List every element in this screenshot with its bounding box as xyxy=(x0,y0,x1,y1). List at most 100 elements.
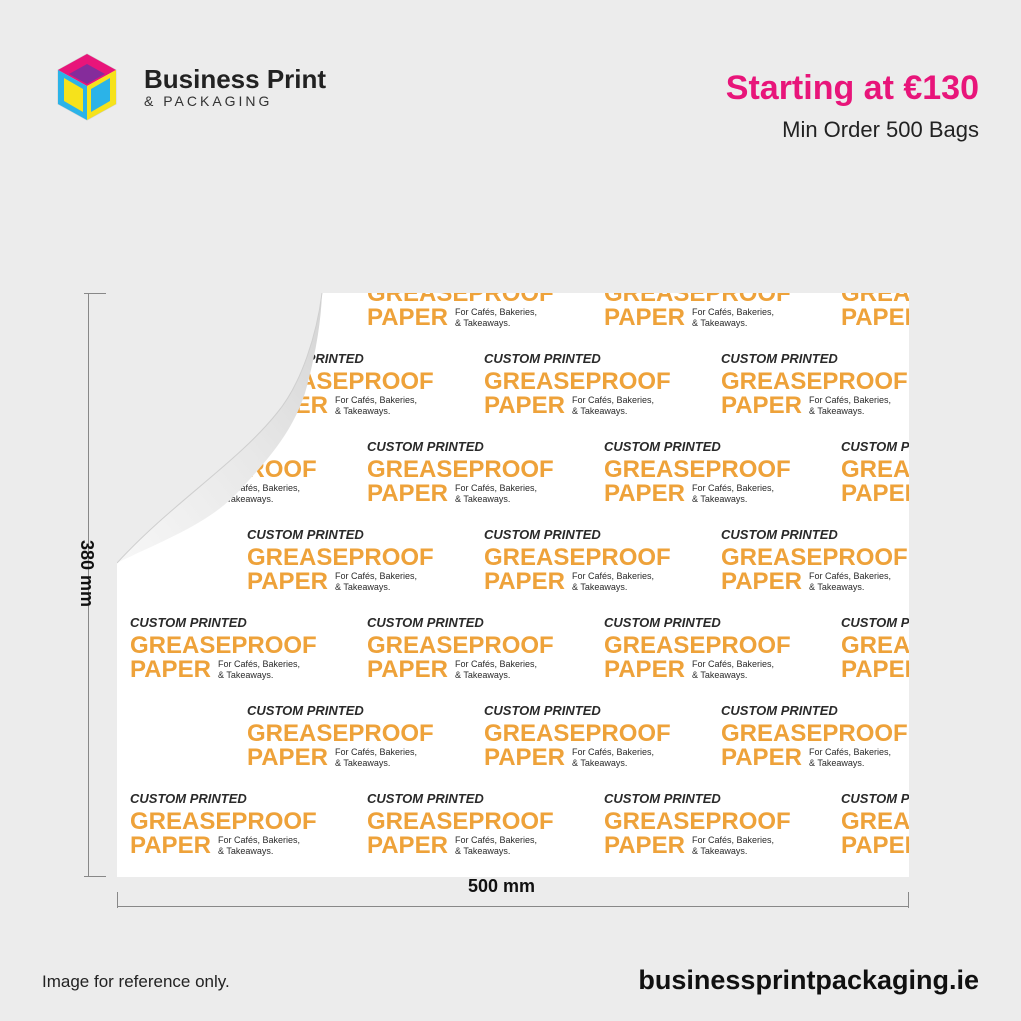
pattern-tagline-1: For Cafés, Bakeries, xyxy=(218,307,300,317)
pattern-greaseproof: GREASEPROOF xyxy=(484,720,671,747)
pattern-tagline-1: For Cafés, Bakeries, xyxy=(692,307,774,317)
pattern-custom-printed: CUSTOM PRINTED xyxy=(841,615,909,630)
pattern-paper: PAPER xyxy=(130,304,211,331)
pattern-paper: PAPER xyxy=(484,392,565,419)
pattern-tagline-2: & Takeaways. xyxy=(809,758,864,768)
pattern-tagline-2: & Takeaways. xyxy=(335,582,390,592)
pattern-greaseproof: GREASEPROOF xyxy=(721,368,908,395)
pattern-tagline-2: & Takeaways. xyxy=(218,670,273,680)
pattern-custom-printed: CUSTOM PRINTED xyxy=(247,703,364,718)
pattern-tagline-1: For Cafés, Bakeries, xyxy=(692,659,774,669)
pattern-greaseproof: GREASEPROOF xyxy=(484,544,671,571)
pattern-paper: PAPER xyxy=(367,480,448,507)
width-dimension-label: 500 mm xyxy=(468,876,536,896)
pattern-custom-printed: CUSTOM PRINTED xyxy=(721,351,838,366)
pattern-tagline-1: For Cafés, Bakeries, xyxy=(218,835,300,845)
pattern-tagline-1: For Cafés, Bakeries, xyxy=(572,395,654,405)
pattern-paper: PAPER xyxy=(841,480,909,507)
pattern-tagline-2: & Takeaways. xyxy=(572,758,627,768)
width-dimension-tick-right xyxy=(908,892,909,908)
pattern-paper: PAPER xyxy=(367,656,448,683)
page-curl xyxy=(117,293,322,563)
pattern-tagline-2: & Takeaways. xyxy=(455,494,510,504)
height-dimension-tick-bottom xyxy=(84,876,106,877)
pattern-paper: PAPER xyxy=(841,656,909,683)
price-headline: Starting at €130 xyxy=(725,69,979,107)
pattern-tagline-1: For Cafés, Bakeries, xyxy=(572,571,654,581)
pattern-greaseproof: GREASEPROOF xyxy=(367,293,554,307)
pattern-custom-printed: CUSTOM PRINTED xyxy=(604,615,721,630)
pattern-greaseproof: GREASEPROOF xyxy=(247,720,434,747)
pattern-custom-printed: CUSTOM PRINTED xyxy=(604,791,721,806)
website-url[interactable]: businessprintpackaging.ie xyxy=(638,965,979,995)
pattern-tagline-1: For Cafés, Bakeries, xyxy=(809,571,891,581)
pattern-paper: PAPER xyxy=(721,392,802,419)
brand-header: Business Print & PACKAGING xyxy=(50,50,326,124)
pattern-tagline-1: For Cafés, Bakeries, xyxy=(218,483,300,493)
pattern-custom-printed: CUSTOM PRINTED xyxy=(721,703,838,718)
pattern-tagline-2: & Takeaways. xyxy=(692,846,747,856)
pattern-custom-printed: CUSTOM PRINTED xyxy=(130,615,247,630)
pattern-paper: PAPER xyxy=(367,832,448,859)
width-dimension-line xyxy=(117,906,909,907)
pattern-paper: PAPER xyxy=(247,744,328,771)
pattern-greaseproof: GREASEPROOF xyxy=(247,544,434,571)
pattern-tagline-2: & Takeaways. xyxy=(455,318,510,328)
pattern-paper: PAPER xyxy=(841,832,909,859)
pattern-tagline-1: For Cafés, Bakeries, xyxy=(455,659,537,669)
pattern-tagline-2: & Takeaways. xyxy=(335,758,390,768)
pattern-greaseproof: GREASEPROOF xyxy=(367,456,554,483)
pattern-tagline-2: & Takeaways. xyxy=(335,406,390,416)
pattern-tagline-1: For Cafés, Bakeries, xyxy=(455,307,537,317)
pattern-tagline-2: & Takeaways. xyxy=(455,846,510,856)
pattern-greaseproof: GREASEPROOF xyxy=(841,456,909,483)
pattern-custom-printed: CUSTOM PRINTED xyxy=(604,439,721,454)
pattern-paper: PAPER xyxy=(721,568,802,595)
pattern-paper: PAPER xyxy=(484,744,565,771)
pattern-paper: PAPER xyxy=(604,480,685,507)
height-dimension-tick-top xyxy=(84,293,106,294)
cube-logo-icon xyxy=(57,53,117,121)
pattern-greaseproof: GREASEPROOF xyxy=(484,368,671,395)
pattern-custom-printed: CUSTOM PRINTED xyxy=(484,351,601,366)
pattern-tagline-1: For Cafés, Bakeries, xyxy=(572,747,654,757)
pattern-paper: PAPER xyxy=(604,832,685,859)
pattern-greaseproof: GREASEPROOF xyxy=(367,632,554,659)
pattern-greaseproof: GREASEPROOF xyxy=(604,632,791,659)
pattern-greaseproof: GREASEPROOF xyxy=(841,808,909,835)
pattern-greaseproof: GREASEPROOF xyxy=(130,632,317,659)
pattern-tagline-2: & Takeaways. xyxy=(809,582,864,592)
pattern-paper: PAPER xyxy=(367,304,448,331)
pattern-tagline-1: For Cafés, Bakeries, xyxy=(335,571,417,581)
pattern-paper: PAPER xyxy=(604,304,685,331)
pattern-paper: PAPER xyxy=(247,568,328,595)
pattern-custom-printed: CUSTOM PRINTED xyxy=(484,527,601,542)
pattern-greaseproof: GREASEPROOF xyxy=(247,368,434,395)
pattern-tagline-2: & Takeaways. xyxy=(572,406,627,416)
pattern-tagline-2: & Takeaways. xyxy=(809,406,864,416)
pattern-custom-printed: CUSTOM PRINTED xyxy=(367,791,484,806)
pattern-tagline-2: & Takeaways. xyxy=(218,494,273,504)
width-dimension-tick-left xyxy=(117,892,118,908)
pattern-tagline-2: & Takeaways. xyxy=(218,846,273,856)
pattern-custom-printed: CUSTOM PRINTED xyxy=(484,703,601,718)
pattern-custom-printed: CUSTOM PRINTED xyxy=(130,791,247,806)
pattern-tagline-1: For Cafés, Bakeries, xyxy=(809,747,891,757)
pattern-custom-printed: CUSTOM PRINTED xyxy=(367,439,484,454)
